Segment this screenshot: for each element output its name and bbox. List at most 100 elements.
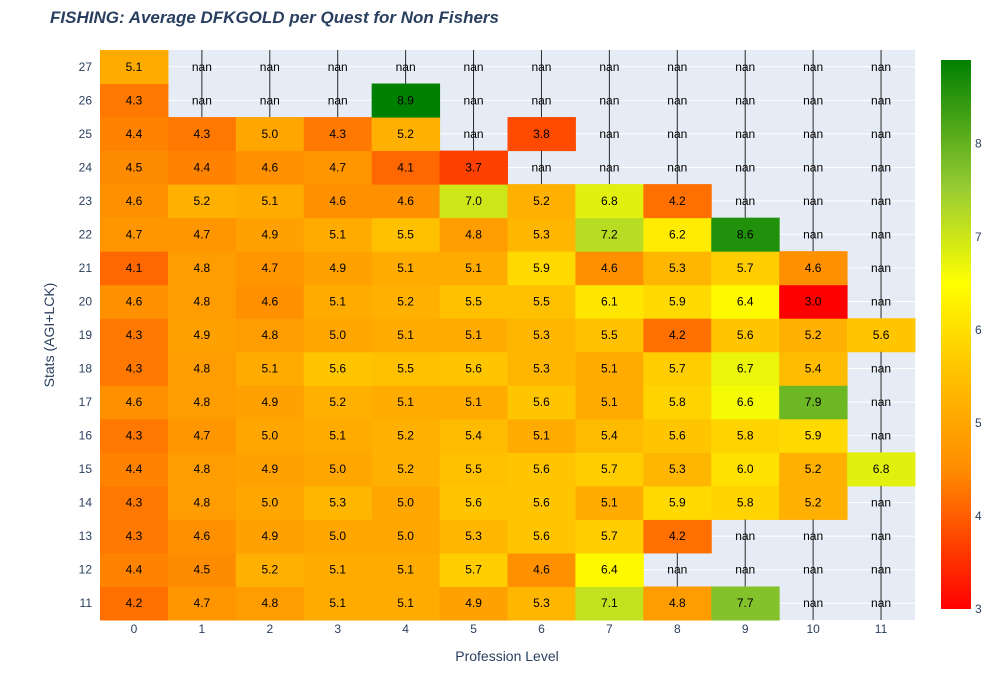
data-label: 5.0 bbox=[397, 529, 414, 543]
data-label: 4.3 bbox=[194, 127, 211, 141]
data-label: nan bbox=[735, 93, 755, 107]
data-label: 7.7 bbox=[737, 596, 754, 610]
data-label: 4.8 bbox=[194, 294, 211, 308]
data-label: 4.9 bbox=[465, 596, 482, 610]
heatmap-cell bbox=[711, 251, 780, 286]
data-label: 5.1 bbox=[329, 294, 346, 308]
data-label: 8.6 bbox=[737, 227, 754, 241]
data-label: nan bbox=[871, 227, 891, 241]
data-label: nan bbox=[464, 127, 484, 141]
data-label: 4.3 bbox=[126, 529, 143, 543]
data-label: 4.6 bbox=[601, 261, 618, 275]
heatmap-cell bbox=[847, 318, 916, 353]
heatmap-cell bbox=[711, 385, 780, 420]
data-label: 5.2 bbox=[533, 194, 550, 208]
heatmap-cell bbox=[235, 485, 305, 520]
chart-title: FISHING: Average DFKGOLD per Quest for N… bbox=[50, 8, 499, 27]
heatmap-cell bbox=[643, 418, 712, 453]
heatmap-cell bbox=[507, 485, 576, 520]
heatmap-cell bbox=[779, 418, 848, 453]
data-label: 4.2 bbox=[126, 596, 143, 610]
data-label: nan bbox=[803, 127, 823, 141]
heatmap-cell bbox=[235, 251, 305, 286]
data-label: 5.2 bbox=[261, 563, 278, 577]
data-label: 5.7 bbox=[465, 563, 482, 577]
data-label: 4.8 bbox=[194, 362, 211, 376]
data-label: 5.6 bbox=[533, 529, 550, 543]
data-label: nan bbox=[871, 261, 891, 275]
heatmap-cell bbox=[575, 251, 644, 286]
data-label: 3.7 bbox=[465, 160, 482, 174]
data-label: 4.9 bbox=[194, 328, 211, 342]
heatmap-cell bbox=[167, 385, 237, 420]
data-label: 4.3 bbox=[126, 429, 143, 443]
data-label: 5.9 bbox=[669, 294, 686, 308]
heatmap-cell bbox=[575, 418, 644, 453]
heatmap-cell bbox=[643, 217, 712, 252]
data-label: 4.7 bbox=[194, 596, 211, 610]
data-label: 5.1 bbox=[397, 395, 414, 409]
heatmap-cell bbox=[167, 552, 237, 587]
data-label: 4.9 bbox=[261, 462, 278, 476]
data-label: 5.2 bbox=[805, 496, 822, 510]
data-label: 5.6 bbox=[465, 362, 482, 376]
data-label: 5.7 bbox=[601, 529, 618, 543]
heatmap-cell bbox=[439, 184, 508, 219]
heatmap-cell bbox=[643, 485, 712, 520]
heatmap-cell bbox=[643, 318, 712, 353]
data-label: nan bbox=[803, 529, 823, 543]
x-tick-label: 11 bbox=[875, 622, 888, 636]
data-label: nan bbox=[667, 127, 687, 141]
x-axis-title: Profession Level bbox=[455, 648, 559, 664]
heatmap-cell bbox=[711, 284, 780, 319]
heatmap-cell bbox=[167, 586, 237, 621]
data-label: 6.6 bbox=[737, 395, 754, 409]
x-tick-label: 3 bbox=[334, 622, 341, 636]
data-label: nan bbox=[192, 60, 212, 74]
x-tick-label: 9 bbox=[742, 622, 749, 636]
heatmap-cell bbox=[439, 519, 508, 554]
data-label: 5.2 bbox=[397, 127, 414, 141]
heatmap-cell bbox=[575, 485, 644, 520]
data-label: 6.4 bbox=[601, 563, 618, 577]
y-tick-label: 13 bbox=[79, 529, 93, 543]
data-label: 4.6 bbox=[194, 529, 211, 543]
heatmap-cell bbox=[643, 184, 712, 219]
data-label: 4.8 bbox=[194, 261, 211, 275]
heatmap-cell bbox=[439, 351, 508, 386]
heatmap-cell bbox=[303, 452, 373, 487]
heatmap-cell bbox=[779, 284, 848, 319]
data-label: 4.3 bbox=[329, 127, 346, 141]
data-label: 5.9 bbox=[533, 261, 550, 275]
heatmap-cell bbox=[439, 418, 508, 453]
data-label: 4.2 bbox=[669, 328, 686, 342]
heatmap-cell bbox=[643, 452, 712, 487]
heatmap-cell bbox=[439, 385, 508, 420]
x-tick-label: 10 bbox=[806, 622, 820, 636]
heatmap-cell bbox=[235, 452, 305, 487]
heatmap-cell bbox=[100, 351, 169, 386]
data-label: 4.9 bbox=[261, 529, 278, 543]
data-label: 3.0 bbox=[805, 294, 822, 308]
heatmap-cell bbox=[439, 284, 508, 319]
heatmap-cell bbox=[100, 50, 169, 85]
heatmap-cell bbox=[100, 519, 169, 554]
heatmap-cell bbox=[507, 318, 576, 353]
data-label: 5.1 bbox=[601, 395, 618, 409]
data-label: nan bbox=[803, 563, 823, 577]
data-label: nan bbox=[599, 60, 619, 74]
data-label: 5.1 bbox=[601, 362, 618, 376]
heatmap-cell bbox=[507, 452, 576, 487]
heatmap-cell bbox=[371, 318, 441, 353]
heatmap-cell bbox=[100, 485, 169, 520]
data-label: nan bbox=[871, 60, 891, 74]
heatmap-cell bbox=[167, 251, 237, 286]
data-label: 4.7 bbox=[126, 227, 143, 241]
data-label: 4.8 bbox=[194, 462, 211, 476]
data-label: 5.1 bbox=[601, 496, 618, 510]
heatmap-cell bbox=[439, 586, 508, 621]
x-tick-label: 2 bbox=[266, 622, 273, 636]
heatmap-cell bbox=[507, 552, 576, 587]
heatmap-cell bbox=[371, 150, 441, 185]
data-label: 5.9 bbox=[805, 429, 822, 443]
